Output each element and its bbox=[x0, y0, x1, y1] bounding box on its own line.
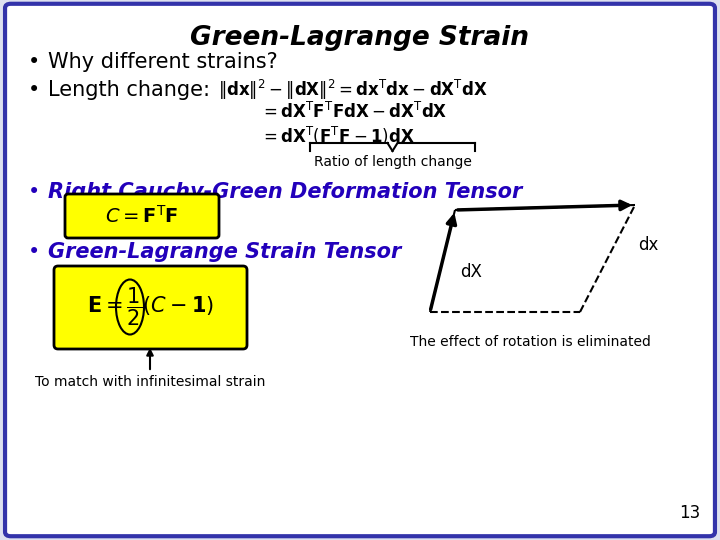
Text: $= \mathbf{dX}^\mathrm{T}(\mathbf{F}^\mathrm{T}\mathbf{F} - \mathbf{1})\mathbf{d: $= \mathbf{dX}^\mathrm{T}(\mathbf{F}^\ma… bbox=[260, 125, 415, 147]
Text: •: • bbox=[28, 80, 40, 100]
Text: dx: dx bbox=[638, 236, 658, 254]
Text: •: • bbox=[28, 52, 40, 72]
Text: $\|\mathbf{dx}\|^2 - \|\mathbf{dX}\|^2 = \mathbf{dx}^\mathrm{T}\mathbf{dx} - \ma: $\|\mathbf{dx}\|^2 - \|\mathbf{dX}\|^2 =… bbox=[218, 78, 488, 102]
Text: $\mathbf{E} = \dfrac{1}{2}(\mathit{C} - \mathbf{1})$: $\mathbf{E} = \dfrac{1}{2}(\mathit{C} - … bbox=[86, 286, 214, 328]
Text: •: • bbox=[28, 242, 40, 262]
Text: dX: dX bbox=[460, 263, 482, 281]
Text: Why different strains?: Why different strains? bbox=[48, 52, 278, 72]
Text: Length change:: Length change: bbox=[48, 80, 210, 100]
FancyBboxPatch shape bbox=[65, 194, 219, 238]
Text: •: • bbox=[28, 182, 40, 202]
Text: To match with infinitesimal strain: To match with infinitesimal strain bbox=[35, 375, 265, 389]
Text: $= \mathbf{dX}^\mathrm{T}\mathbf{F}^\mathrm{T}\mathbf{F}\mathbf{dX} - \mathbf{dX: $= \mathbf{dX}^\mathrm{T}\mathbf{F}^\mat… bbox=[260, 102, 447, 122]
Text: $\mathit{C} = \mathbf{F}^\mathrm{T}\mathbf{F}$: $\mathit{C} = \mathbf{F}^\mathrm{T}\math… bbox=[105, 205, 179, 227]
Text: Ratio of length change: Ratio of length change bbox=[314, 155, 472, 169]
Text: 13: 13 bbox=[679, 504, 700, 522]
Text: Right Cauchy-Green Deformation Tensor: Right Cauchy-Green Deformation Tensor bbox=[48, 182, 522, 202]
Text: Green-Lagrange Strain Tensor: Green-Lagrange Strain Tensor bbox=[48, 242, 401, 262]
Text: The effect of rotation is eliminated: The effect of rotation is eliminated bbox=[410, 335, 650, 349]
Text: Green-Lagrange Strain: Green-Lagrange Strain bbox=[191, 25, 529, 51]
FancyBboxPatch shape bbox=[54, 266, 247, 349]
